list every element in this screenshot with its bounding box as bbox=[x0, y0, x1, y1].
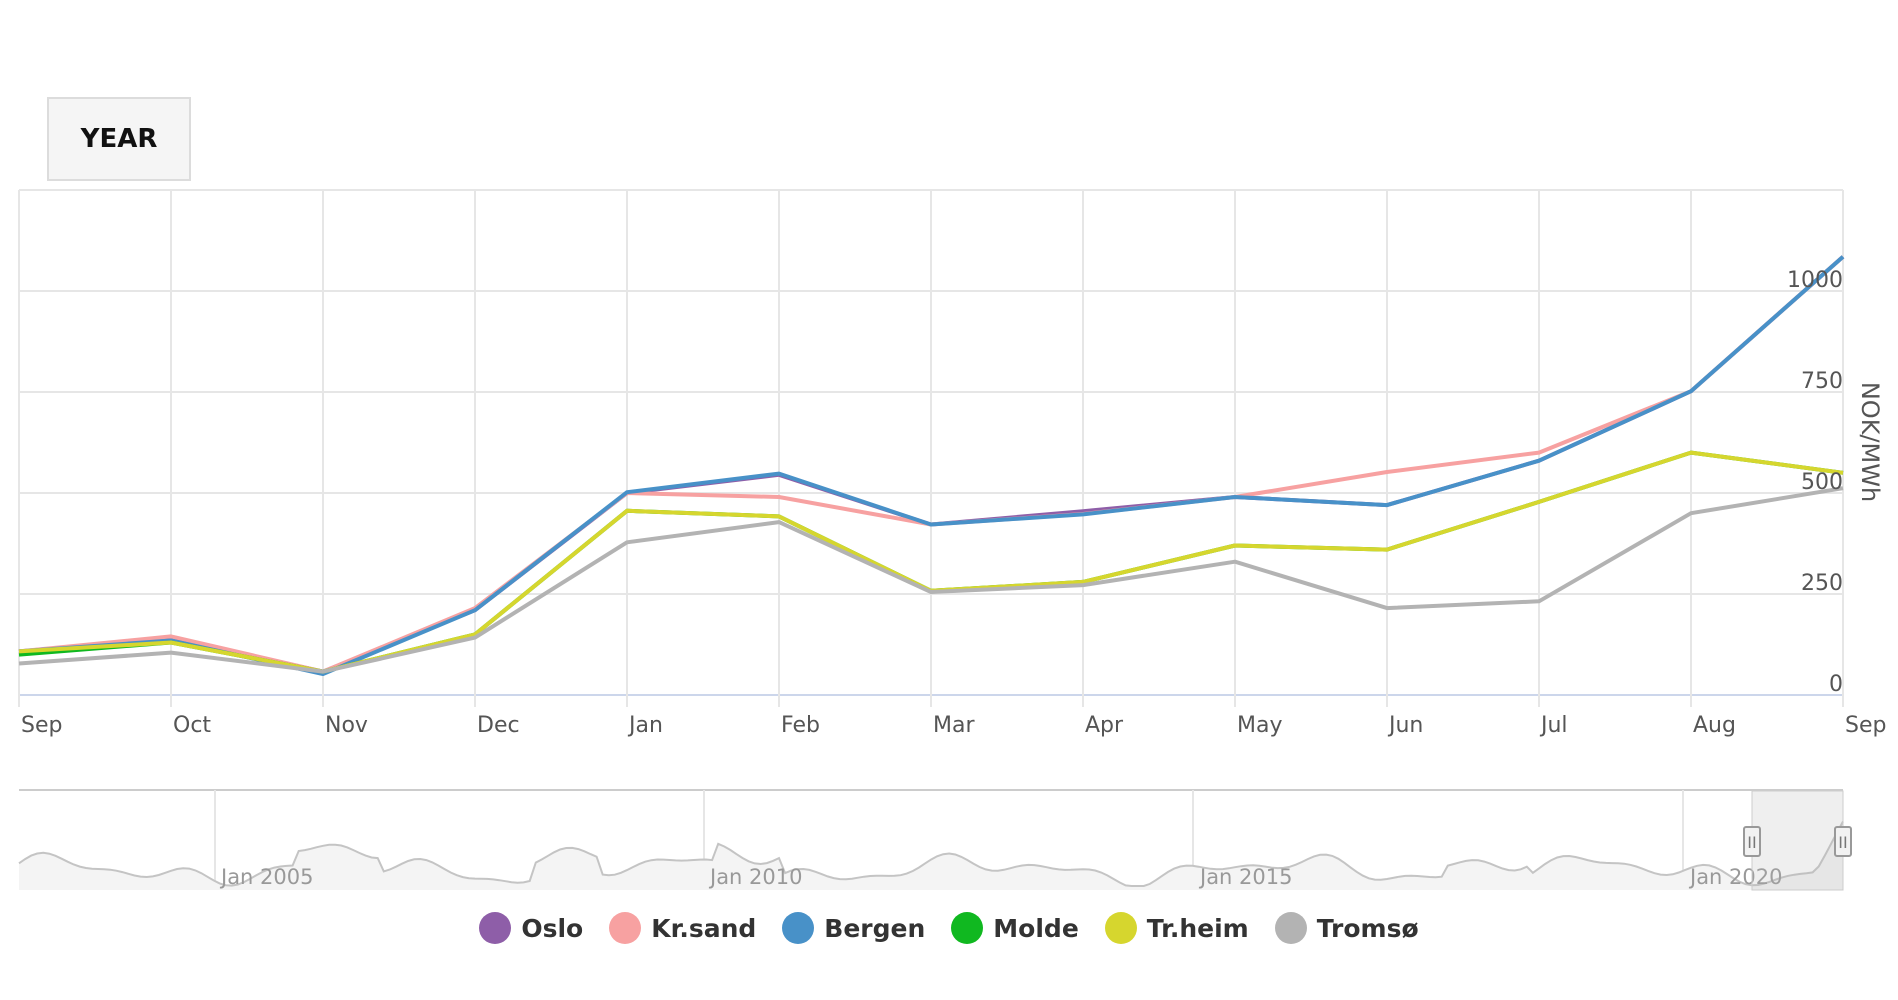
svg-text:II: II bbox=[1747, 833, 1756, 852]
y-tick-label: 0 bbox=[1829, 672, 1843, 697]
x-tick-label: Sep bbox=[21, 713, 62, 738]
range-navigator[interactable]: Jan 2005 Jan 2010 Jan 2015 Jan 2020 II II bbox=[18, 789, 1852, 891]
x-tick-label: Jul bbox=[1539, 713, 1568, 738]
x-tick-label: Dec bbox=[477, 713, 520, 738]
x-tick-label: Apr bbox=[1085, 713, 1124, 738]
navigator-series bbox=[18, 821, 1844, 887]
legend-item-5[interactable]: Tromsø bbox=[1274, 912, 1419, 944]
legend-item-3[interactable]: Molde bbox=[951, 912, 1079, 944]
legend-label: Molde bbox=[993, 913, 1079, 943]
svg-text:II: II bbox=[1838, 833, 1847, 852]
y-axis-label: NOK/MWh bbox=[1856, 382, 1884, 502]
y-tick-label: 1000 bbox=[1787, 268, 1843, 293]
x-axis-ticks: Sep Oct Nov Dec Jan Feb Mar Apr May Jun Jul Aug Sep bbox=[21, 713, 1886, 738]
x-tick-label: Mar bbox=[933, 713, 975, 738]
y-axis-ticks: 0 250 500 750 1000 bbox=[1787, 268, 1843, 697]
legend-dot-icon bbox=[479, 912, 512, 944]
legend-dot-icon bbox=[1274, 912, 1307, 944]
range-year-button[interactable]: YEAR bbox=[47, 97, 191, 181]
navigator-area bbox=[19, 821, 1843, 890]
navigator-handle-left[interactable]: II bbox=[1743, 826, 1761, 857]
series-line-5[interactable] bbox=[18, 486, 1844, 674]
legend-label: Bergen bbox=[824, 913, 926, 943]
legend-dot-icon bbox=[782, 912, 815, 944]
x-tick-label: Nov bbox=[325, 713, 368, 738]
legend-item-4[interactable]: Tr.heim bbox=[1104, 912, 1249, 944]
legend-label: Tromsø bbox=[1316, 913, 1419, 943]
y-tick-label: 750 bbox=[1801, 369, 1843, 394]
navigator-label: Jan 2010 bbox=[708, 865, 803, 889]
series-line-2[interactable] bbox=[18, 255, 1845, 676]
navigator-label: Jan 2020 bbox=[1688, 865, 1783, 889]
navigator-selected-range[interactable] bbox=[1751, 790, 1844, 891]
series-lines bbox=[18, 255, 1845, 676]
legend-label: Tr.heim bbox=[1146, 913, 1249, 943]
price-line-chart: Sep Oct Nov Dec Jan Feb Mar Apr May Jun Jul Aug Sep … bbox=[18, 189, 1886, 891]
x-tick-label: Jan bbox=[627, 713, 663, 738]
navigator-handle-right[interactable]: II bbox=[1834, 826, 1852, 857]
legend-label: Kr.sand bbox=[651, 913, 757, 943]
legend-dot-icon bbox=[1104, 912, 1137, 944]
legend-item-1[interactable]: Kr.sand bbox=[609, 912, 756, 944]
y-tick-label: 250 bbox=[1801, 571, 1843, 596]
grid bbox=[18, 189, 1844, 707]
legend-item-2[interactable]: Bergen bbox=[782, 912, 925, 944]
x-tick-label: Oct bbox=[173, 713, 211, 738]
legend-label: Oslo bbox=[521, 913, 584, 943]
legend-dot-icon bbox=[609, 912, 642, 944]
legend-dot-icon bbox=[951, 912, 984, 944]
navigator-label: Jan 2005 bbox=[219, 865, 314, 889]
y-tick-label: 500 bbox=[1801, 470, 1843, 495]
x-tick-label: Sep bbox=[1845, 713, 1886, 738]
x-tick-label: Feb bbox=[781, 713, 820, 738]
x-tick-label: May bbox=[1237, 713, 1282, 738]
legend-item-0[interactable]: Oslo bbox=[479, 912, 583, 944]
x-tick-label: Aug bbox=[1693, 713, 1736, 738]
legend: Oslo Kr.sand Bergen Molde Tr.heim Tromsø bbox=[0, 912, 1898, 944]
x-tick-label: Jun bbox=[1387, 713, 1423, 738]
navigator-label: Jan 2015 bbox=[1198, 865, 1293, 889]
